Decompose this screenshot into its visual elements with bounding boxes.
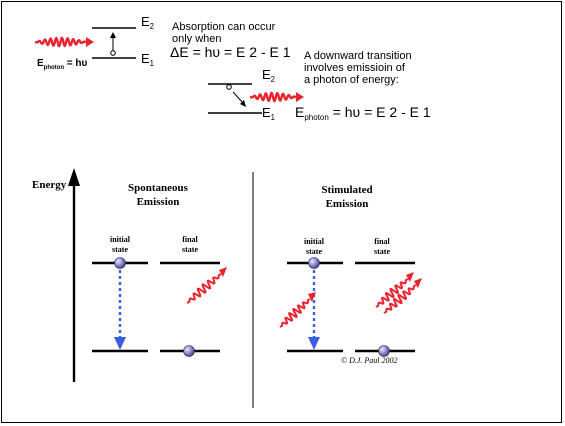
emission-equation: Ephoton = hυ = E 2 - E 1 xyxy=(295,104,431,122)
absorption-description-line-2: only when xyxy=(172,33,222,45)
stimulated-decay-arrowhead xyxy=(308,337,320,350)
stimulated-initial-atom xyxy=(308,257,320,269)
spontaneous-photon-wave xyxy=(186,273,222,304)
stimulated-initial-line-2: state xyxy=(306,247,322,256)
spontaneous-initial-line-2: state xyxy=(112,245,128,254)
emission-description-line-1: A downward transition xyxy=(304,50,412,62)
stimulated-title: Stimulated Emission xyxy=(292,183,402,211)
absorption-panel xyxy=(34,27,136,59)
spontaneous-final-line-2: state xyxy=(182,245,198,254)
stimulated-photon-arrowhead-2 xyxy=(414,278,422,288)
emission-description-line-2: involves emissioin of xyxy=(304,62,405,74)
stimulated-panel xyxy=(279,257,422,357)
emission-upper-level-label: E2 xyxy=(262,67,276,84)
spontaneous-title-line-2: Emission xyxy=(136,196,180,208)
emission-electron xyxy=(226,84,232,90)
stimulated-photon-wave-1 xyxy=(375,278,409,308)
absorption-description-line-1: Absorption can occur xyxy=(172,21,276,33)
stimulating-photon-wave xyxy=(279,298,311,328)
stimulated-final-line-1: final xyxy=(374,237,390,246)
emission-description: A downward transition involves emissioin… xyxy=(304,50,412,86)
energy-axis-arrowhead xyxy=(68,168,80,186)
stimulated-photon-arrowhead-1 xyxy=(406,272,414,282)
absorption-arrowhead xyxy=(110,32,116,38)
absorption-upper-level-label: E2 xyxy=(141,14,155,31)
stimulated-final-atom xyxy=(378,345,390,357)
stimulated-photon-wave-2 xyxy=(383,284,417,314)
spontaneous-initial-state-label: initial state xyxy=(100,235,140,255)
stimulated-final-state-label: final state xyxy=(362,237,402,257)
stimulated-initial-line-1: initial xyxy=(303,237,324,246)
emission-arrowhead xyxy=(240,100,246,107)
stimulated-title-line-1: Stimulated xyxy=(321,184,373,196)
spontaneous-panel xyxy=(92,257,227,357)
emitted-photon-wave xyxy=(249,91,297,103)
emission-transition-arrow xyxy=(232,91,244,104)
emitted-photon-arrowhead xyxy=(296,92,304,102)
absorption-electron xyxy=(110,50,116,56)
emission-description-line-3: a photon of energy: xyxy=(304,74,399,86)
spontaneous-final-line-1: final xyxy=(182,235,198,244)
stimulated-final-line-2: state xyxy=(374,247,390,256)
emission-lower-level-label: E1 xyxy=(262,105,276,122)
stimulating-photon-arrowhead xyxy=(308,292,316,302)
stimulated-initial-state-label: initial state xyxy=(294,237,334,257)
spontaneous-decay-arrowhead xyxy=(114,337,126,350)
photon-energy-label: Ephoton = hυ xyxy=(37,58,88,72)
incoming-photon-wave xyxy=(34,36,87,48)
emission-panel xyxy=(208,83,304,114)
spontaneous-final-state-label: final state xyxy=(170,235,210,255)
absorption-lower-level-label: E1 xyxy=(141,51,155,68)
incoming-photon-arrowhead xyxy=(86,37,94,47)
absorption-description: Absorption can occur only when xyxy=(172,21,275,45)
spontaneous-initial-atom xyxy=(114,257,126,269)
copyright-notice: © D.J. Paul 2002 xyxy=(341,356,398,365)
spontaneous-title: Spontaneous Emission xyxy=(103,181,213,209)
absorption-equation: ΔE = hυ = E 2 - E 1 xyxy=(170,44,291,60)
energy-axis-label: Energy xyxy=(32,179,67,191)
spontaneous-initial-line-1: initial xyxy=(109,235,130,244)
spontaneous-final-atom xyxy=(183,345,195,357)
spontaneous-title-line-1: Spontaneous xyxy=(128,182,188,194)
spontaneous-photon-arrowhead xyxy=(219,267,227,277)
stimulated-title-line-2: Emission xyxy=(325,198,369,210)
